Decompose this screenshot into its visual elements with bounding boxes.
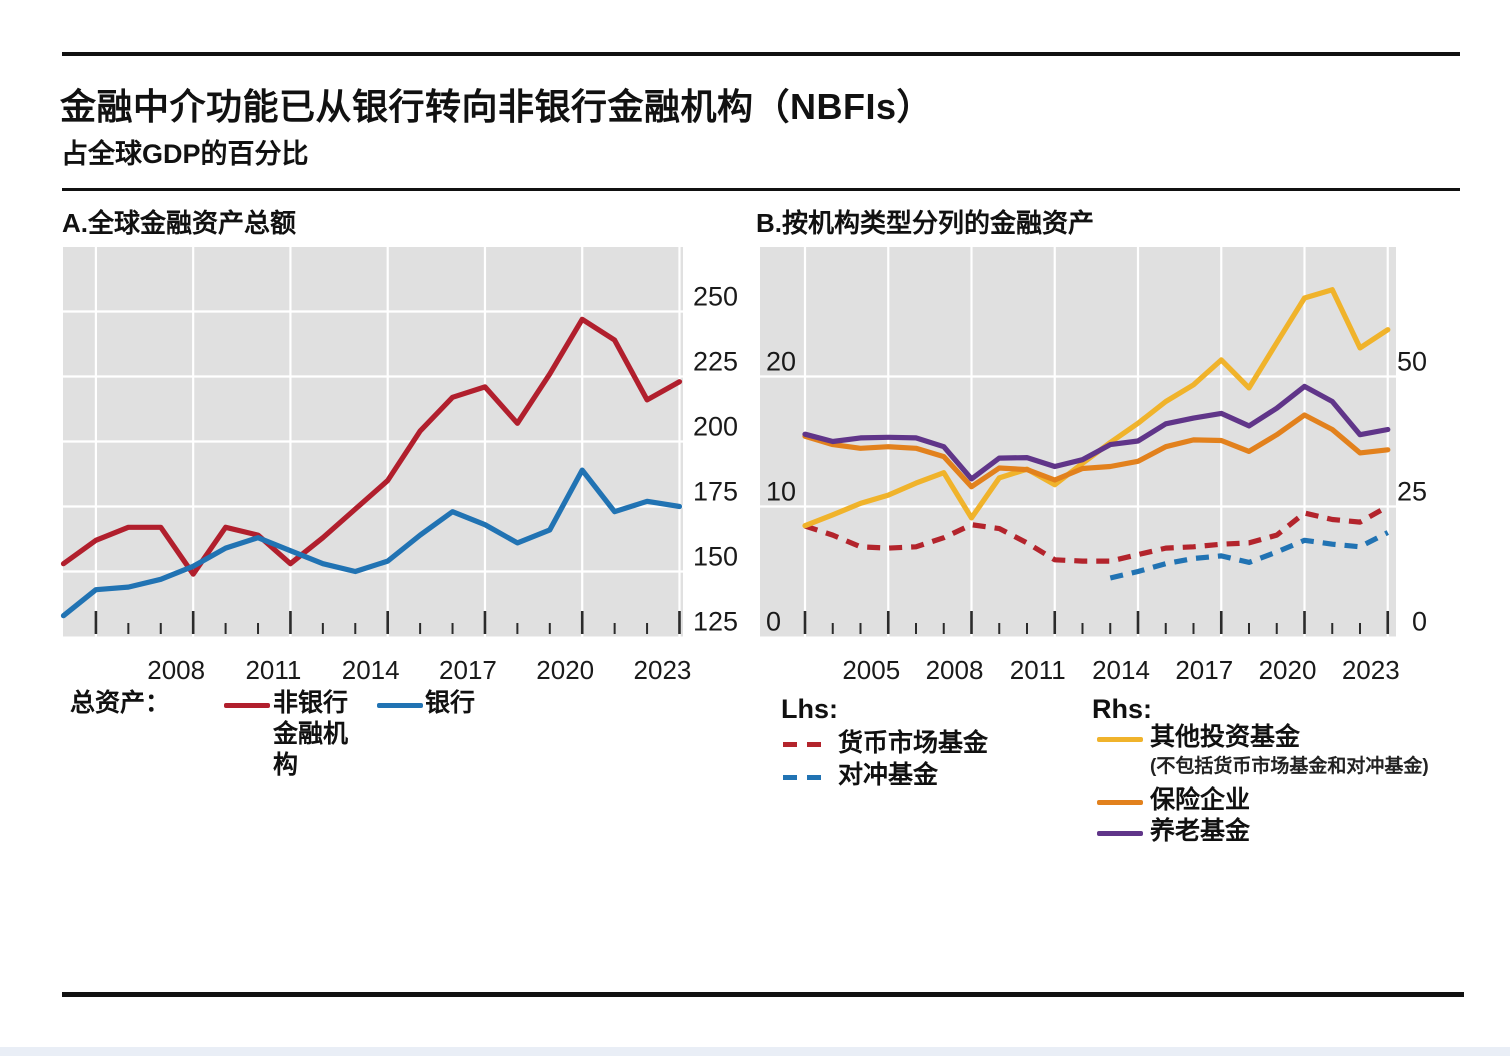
x-tick-label: 2011 xyxy=(245,655,301,685)
legend-b-rhs-title: Rhs: xyxy=(1092,694,1152,724)
divider-top xyxy=(62,52,1460,56)
x-tick-label: 2017 xyxy=(439,655,497,685)
legend-a-prefix: 总资产： xyxy=(70,689,171,717)
x-tick-label: 2017 xyxy=(1175,655,1233,685)
x-tick-label: 2014 xyxy=(1092,655,1150,685)
y-tick-label: 200 xyxy=(693,412,738,442)
figure-title: 金融中介功能已从银行转向非银行金融机构（NBFIs） xyxy=(60,86,934,127)
y-tick-label: 250 xyxy=(693,282,738,312)
divider-header xyxy=(62,188,1460,191)
x-tick-label: 2023 xyxy=(1342,655,1400,685)
legend-a-swatch-banks xyxy=(377,703,423,708)
divider-bottom xyxy=(62,992,1464,997)
legend-b-note: (不包括货币市场基金和对冲基金) xyxy=(1150,756,1429,777)
x-tick-label: 2020 xyxy=(1259,655,1317,685)
x-tick-label: 2005 xyxy=(842,655,900,685)
legend-b-swatch-oif xyxy=(1097,737,1143,742)
legend-b-label-pension: 养老基金 xyxy=(1150,817,1251,845)
legend-b-label-mmf: 货币市场基金 xyxy=(838,729,989,757)
x-tick-label: 2008 xyxy=(926,655,984,685)
insurance-line xyxy=(802,412,1391,490)
x-tick-label: 2020 xyxy=(536,655,594,685)
y-tick-label: 25 xyxy=(1397,477,1427,507)
legend-b-swatch-mmf xyxy=(783,742,831,747)
legend-b-label-insurance: 保险企业 xyxy=(1150,786,1251,814)
y-tick-label: 0 xyxy=(766,607,781,637)
legend-a-label-banks: 银行 xyxy=(425,689,476,717)
legend-b-swatch-pension xyxy=(1097,831,1143,836)
legend-b-swatch-hedge xyxy=(783,775,831,780)
y-tick-label: 10 xyxy=(766,477,796,507)
x-tick-label: 2023 xyxy=(634,655,692,685)
mmf-line xyxy=(804,504,1390,564)
legend-b-label-hedge: 对冲基金 xyxy=(838,761,939,789)
x-tick-label: 2014 xyxy=(342,655,400,685)
legend-b-lhs-title: Lhs: xyxy=(781,694,838,724)
hedge-line xyxy=(1109,530,1389,581)
banks-line xyxy=(60,467,683,619)
y-tick-label: 225 xyxy=(693,347,738,377)
plot-area-b xyxy=(760,247,1396,637)
y-tick-label: 150 xyxy=(693,542,738,572)
y-tick-label: 175 xyxy=(693,477,738,507)
legend-b-swatch-insurance xyxy=(1097,800,1143,805)
x-tick-label: 2011 xyxy=(1010,655,1066,685)
bottom-accent-bar xyxy=(0,1047,1510,1056)
y-tick-label: 50 xyxy=(1397,347,1427,377)
x-tick-label: 2008 xyxy=(147,655,205,685)
y-tick-label: 20 xyxy=(766,347,796,377)
legend-b-label-oif: 其他投资基金 xyxy=(1150,723,1301,751)
pension-line xyxy=(802,383,1391,482)
y-tick-label: 125 xyxy=(693,607,738,637)
legend-a-swatch-nbfi xyxy=(224,703,270,708)
nbfi-line xyxy=(60,316,683,577)
legend-a-label-nbfi: 非银行金融机构 xyxy=(273,689,349,779)
panel-a-title: A.全球金融资产总额 xyxy=(62,208,297,238)
y-tick-label: 0 xyxy=(1412,607,1427,637)
panel-b-title: B.按机构类型分列的金融资产 xyxy=(756,208,1095,238)
figure-subtitle: 占全球GDP的百分比 xyxy=(61,139,309,169)
